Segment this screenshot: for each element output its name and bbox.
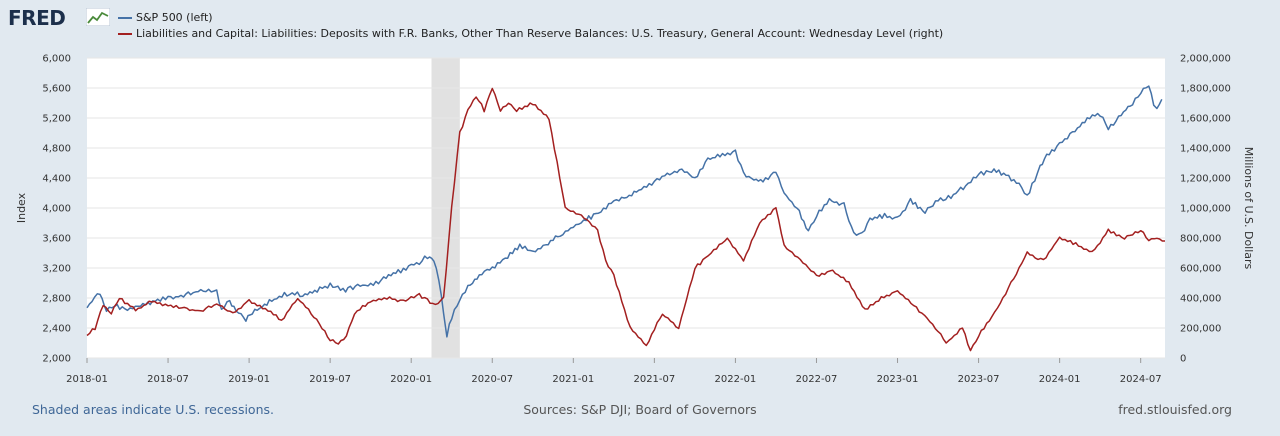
right-tick-label: 400,000 [1180, 294, 1221, 305]
right-tick-label: 1,000,000 [1180, 204, 1231, 215]
right-tick-label: 0 [1180, 354, 1186, 365]
left-tick-label: 3,200 [42, 264, 71, 275]
legend-item-sp500[interactable]: S&P 500 (left) [118, 10, 943, 26]
right-tick-label: 1,800,000 [1180, 84, 1231, 95]
x-tick-label: 2020-07 [471, 374, 513, 385]
right-tick-label: 1,200,000 [1180, 174, 1231, 185]
right-tick-label: 2,000,000 [1180, 54, 1231, 65]
series-layer [86, 85, 1165, 352]
series-line-sp500[interactable] [86, 85, 1163, 338]
x-tick-label: 2021-01 [552, 374, 594, 385]
x-tick-label: 2019-01 [228, 374, 270, 385]
left-tick-label: 4,400 [42, 174, 71, 185]
right-tick-label: 800,000 [1180, 234, 1221, 245]
left-tick-label: 5,600 [42, 84, 71, 95]
x-axis-ticks: 2018-01 2018-07 2019-01 2019-07 2020-01 2020-… [66, 358, 1162, 385]
x-tick-label: 2019-07 [309, 374, 351, 385]
x-tick-label: 2018-07 [147, 374, 189, 385]
legend-label-sp500: S&P 500 (left) [136, 11, 213, 24]
left-axis-ticks: 2,000 2,400 2,800 3,200 3,600 4,000 4,400 4,800… [42, 54, 71, 365]
legend-item-tga[interactable]: Liabilities and Capital: Liabilities: De… [118, 26, 943, 42]
x-tick-label: 2018-01 [66, 374, 108, 385]
left-axis-title: Index [15, 192, 28, 223]
sources-text: Sources: S&P DJI; Board of Governors [523, 402, 757, 417]
right-tick-label: 200,000 [1180, 324, 1221, 335]
grid-layer [87, 57, 1165, 359]
x-tick-label: 2023-01 [877, 374, 919, 385]
series-line-tga[interactable] [86, 87, 1165, 352]
x-tick-label: 2020-01 [390, 374, 432, 385]
fred-logo[interactable]: FRED [8, 6, 66, 30]
x-tick-label: 2022-01 [715, 374, 757, 385]
right-tick-label: 1,600,000 [1180, 114, 1231, 125]
left-tick-label: 5,200 [42, 114, 71, 125]
left-tick-label: 2,000 [42, 354, 71, 365]
left-tick-label: 4,800 [42, 144, 71, 155]
x-tick-label: 2023-07 [958, 374, 1000, 385]
left-tick-label: 6,000 [42, 54, 71, 65]
right-axis-title: Millions of U.S. Dollars [1242, 147, 1255, 270]
left-tick-label: 4,000 [42, 204, 71, 215]
x-tick-label: 2021-07 [633, 374, 675, 385]
source-url[interactable]: fred.stlouisfed.org [1118, 402, 1232, 417]
x-tick-label: 2022-07 [796, 374, 838, 385]
right-tick-label: 1,400,000 [1180, 144, 1231, 155]
legend-swatch-tga [118, 33, 132, 35]
recession-note: Shaded areas indicate U.S. recessions. [32, 402, 274, 417]
left-tick-label: 2,800 [42, 294, 71, 305]
right-tick-label: 600,000 [1180, 264, 1221, 275]
chart: 2,000 2,400 2,800 3,200 3,600 4,000 4,400 4,800… [15, 54, 1255, 386]
legend-swatch-sp500 [118, 17, 132, 19]
legend: S&P 500 (left) Liabilities and Capital: … [118, 10, 943, 42]
left-tick-label: 2,400 [42, 324, 71, 335]
legend-label-tga: Liabilities and Capital: Liabilities: De… [136, 27, 944, 40]
left-tick-label: 3,600 [42, 234, 71, 245]
fred-chart-icon [86, 8, 110, 26]
x-tick-label: 2024-07 [1120, 374, 1162, 385]
right-axis-ticks: 0 200,000 400,000 600,000 800,000 1,000,000 1,… [1180, 54, 1231, 365]
x-tick-label: 2024-01 [1039, 374, 1081, 385]
